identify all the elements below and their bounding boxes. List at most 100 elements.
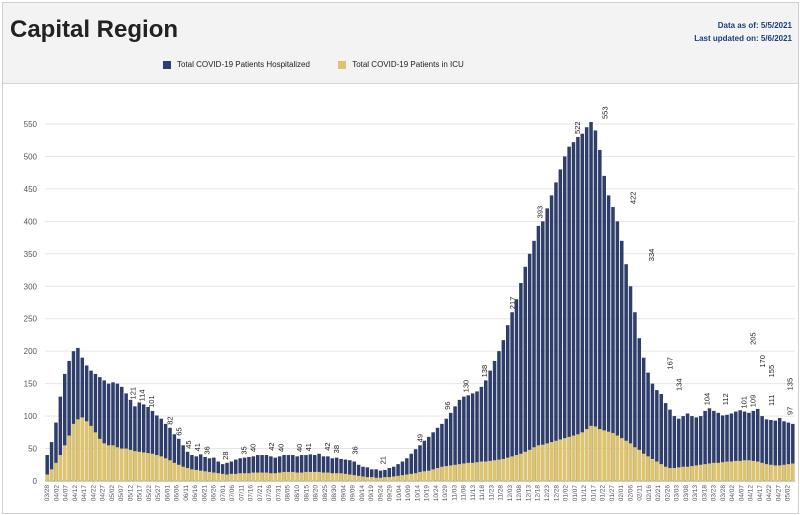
bar-hospitalized[interactable]: [571, 142, 576, 481]
bar-icu[interactable]: [80, 417, 85, 481]
bar-hospitalized[interactable]: [141, 404, 146, 481]
bar-icu[interactable]: [128, 449, 133, 481]
bar-hospitalized[interactable]: [650, 383, 655, 481]
bar-hospitalized[interactable]: [172, 434, 177, 481]
bar-icu[interactable]: [685, 466, 690, 481]
bar-hospitalized[interactable]: [751, 410, 756, 481]
bar-icu[interactable]: [168, 460, 172, 481]
bar-icu[interactable]: [690, 466, 694, 481]
bar-icu[interactable]: [598, 429, 602, 481]
bar-icu[interactable]: [356, 475, 361, 481]
bar-hospitalized[interactable]: [773, 420, 778, 481]
bar-hospitalized[interactable]: [527, 253, 532, 481]
bar-icu[interactable]: [615, 435, 620, 481]
bar-icu[interactable]: [580, 432, 585, 481]
bar-icu[interactable]: [343, 473, 348, 481]
bar-icu[interactable]: [501, 458, 506, 481]
bar-icu[interactable]: [238, 473, 242, 481]
bar-icu[interactable]: [71, 423, 76, 481]
bar-hospitalized[interactable]: [681, 416, 685, 481]
bar-icu[interactable]: [295, 472, 299, 481]
bar-hospitalized[interactable]: [720, 415, 725, 481]
bar-icu[interactable]: [304, 471, 308, 481]
bar-icu[interactable]: [177, 464, 181, 481]
bar-icu[interactable]: [141, 452, 146, 481]
bar-hospitalized[interactable]: [413, 449, 418, 481]
bar-hospitalized[interactable]: [242, 457, 247, 481]
bar-icu[interactable]: [133, 451, 137, 481]
bar-hospitalized[interactable]: [212, 457, 216, 481]
bar-hospitalized[interactable]: [273, 457, 278, 481]
bar-hospitalized[interactable]: [225, 462, 229, 481]
bar-hospitalized[interactable]: [620, 240, 624, 481]
bar-icu[interactable]: [466, 462, 470, 481]
bar-icu[interactable]: [620, 438, 624, 481]
bar-icu[interactable]: [742, 460, 747, 481]
bar-icu[interactable]: [198, 470, 203, 481]
bar-icu[interactable]: [698, 464, 703, 481]
bar-hospitalized[interactable]: [734, 411, 738, 481]
bar-hospitalized[interactable]: [286, 455, 291, 481]
bar-icu[interactable]: [326, 472, 330, 481]
bar-hospitalized[interactable]: [497, 351, 501, 481]
bar-hospitalized[interactable]: [137, 402, 142, 481]
bar-icu[interactable]: [769, 464, 773, 481]
bar-hospitalized[interactable]: [45, 455, 49, 481]
bar-hospitalized[interactable]: [67, 360, 71, 481]
bar-icu[interactable]: [751, 460, 756, 481]
bar-icu[interactable]: [628, 443, 633, 481]
bar-hospitalized[interactable]: [694, 417, 699, 481]
bar-icu[interactable]: [479, 461, 484, 481]
bar-hospitalized[interactable]: [580, 133, 585, 482]
bar-icu[interactable]: [567, 436, 571, 481]
bar-icu[interactable]: [155, 455, 159, 481]
bar-hospitalized[interactable]: [448, 412, 453, 481]
bar-icu[interactable]: [84, 421, 89, 481]
bar-hospitalized[interactable]: [431, 432, 435, 481]
bar-hospitalized[interactable]: [177, 438, 181, 481]
bar-icu[interactable]: [383, 477, 387, 481]
bar-icu[interactable]: [536, 445, 541, 481]
bar-icu[interactable]: [216, 473, 220, 481]
bar-icu[interactable]: [760, 462, 764, 481]
bar-hospitalized[interactable]: [299, 455, 304, 481]
bar-hospitalized[interactable]: [712, 410, 716, 481]
bar-hospitalized[interactable]: [440, 423, 444, 481]
bar-icu[interactable]: [234, 473, 238, 481]
bar-icu[interactable]: [541, 444, 545, 481]
bar-icu[interactable]: [791, 463, 795, 481]
bar-icu[interactable]: [277, 472, 282, 481]
bar-icu[interactable]: [755, 461, 760, 481]
bar-hospitalized[interactable]: [190, 455, 194, 481]
bar-icu[interactable]: [370, 477, 374, 481]
bar-icu[interactable]: [54, 462, 58, 481]
bar-icu[interactable]: [764, 464, 769, 481]
bar-icu[interactable]: [409, 473, 413, 481]
bar-hospitalized[interactable]: [659, 394, 663, 481]
bar-icu[interactable]: [738, 460, 742, 481]
bar-hospitalized[interactable]: [479, 386, 484, 481]
bar-icu[interactable]: [339, 473, 343, 481]
bar-icu[interactable]: [378, 477, 383, 481]
bar-hospitalized[interactable]: [488, 370, 492, 481]
bar-hospitalized[interactable]: [291, 455, 295, 481]
bar-hospitalized[interactable]: [405, 458, 409, 481]
bar-icu[interactable]: [641, 453, 646, 481]
bar-icu[interactable]: [773, 465, 778, 481]
bar-icu[interactable]: [111, 445, 115, 481]
bar-icu[interactable]: [58, 455, 63, 481]
bar-icu[interactable]: [172, 462, 177, 481]
bar-icu[interactable]: [554, 440, 558, 481]
bar-icu[interactable]: [361, 476, 365, 481]
bar-hospitalized[interactable]: [348, 460, 352, 481]
bar-hospitalized[interactable]: [238, 458, 242, 481]
bar-hospitalized[interactable]: [185, 451, 190, 481]
bar-icu[interactable]: [659, 464, 663, 481]
bar-hospitalized[interactable]: [615, 221, 620, 481]
bar-icu[interactable]: [106, 445, 111, 481]
bar-icu[interactable]: [247, 473, 251, 481]
bar-icu[interactable]: [181, 466, 185, 481]
bar-icu[interactable]: [365, 477, 370, 481]
bar-hospitalized[interactable]: [764, 419, 769, 481]
bar-hospitalized[interactable]: [409, 453, 413, 481]
